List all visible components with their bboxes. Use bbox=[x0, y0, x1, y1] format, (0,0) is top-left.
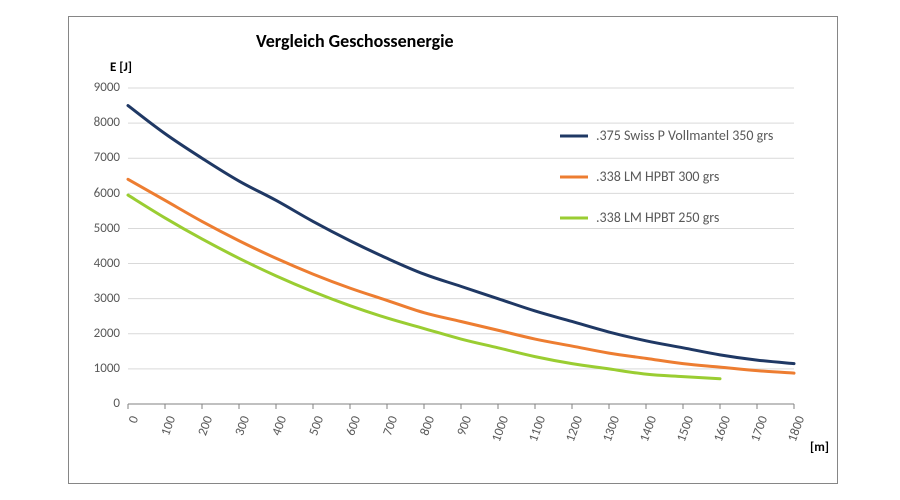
y-tick-label: 8000 bbox=[94, 115, 120, 130]
chart-title: Vergleich Geschossenergie bbox=[256, 30, 454, 52]
y-tick-label: 0 bbox=[113, 396, 120, 411]
y-tick-label: 2000 bbox=[94, 326, 120, 341]
y-tick-label: 6000 bbox=[94, 186, 120, 201]
legend-item: .338 LM HPBT 250 grs bbox=[560, 210, 820, 227]
y-tick-label: 7000 bbox=[94, 150, 120, 165]
legend-swatch bbox=[560, 169, 588, 183]
y-axis-label: E [J] bbox=[110, 60, 132, 75]
legend-label: .375 Swiss P Vollmantel 350 grs bbox=[596, 128, 773, 145]
legend-swatch bbox=[560, 128, 588, 142]
y-tick-label: 5000 bbox=[94, 221, 120, 236]
legend-swatch bbox=[560, 210, 588, 224]
page: Vergleich Geschossenergie E [J] [m] 0 100… bbox=[0, 0, 900, 500]
legend: .375 Swiss P Vollmantel 350 grs .338 LM H… bbox=[560, 128, 820, 226]
y-tick-label: 3000 bbox=[94, 291, 120, 306]
y-tick-label: 4000 bbox=[94, 256, 120, 271]
legend-item: .338 LM HPBT 300 grs bbox=[560, 169, 820, 186]
y-tick-label: 1000 bbox=[94, 361, 120, 376]
x-axis-label: [m] bbox=[810, 440, 829, 455]
legend-label: .338 LM HPBT 250 grs bbox=[596, 210, 719, 227]
legend-item: .375 Swiss P Vollmantel 350 grs bbox=[560, 128, 820, 145]
legend-label: .338 LM HPBT 300 grs bbox=[596, 169, 719, 186]
y-tick-label: 9000 bbox=[94, 80, 120, 95]
